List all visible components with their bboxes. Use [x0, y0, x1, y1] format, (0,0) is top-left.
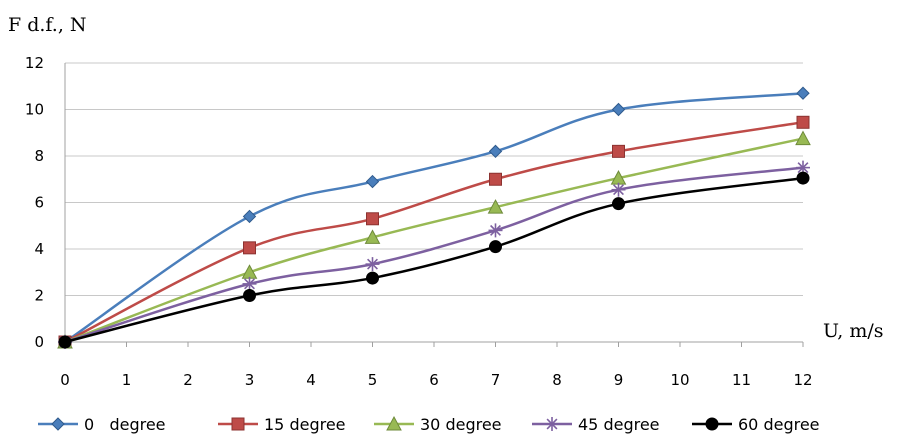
y-tick-label: 0: [34, 333, 44, 351]
data-point: [366, 271, 379, 285]
legend-label: 60 degree: [738, 415, 820, 434]
series-group: [57, 86, 811, 349]
data-point: [488, 144, 503, 159]
x-tick-label: 12: [793, 371, 812, 389]
data-point: [488, 223, 503, 238]
data-point: [242, 209, 257, 224]
x-tick-label: 0: [60, 371, 70, 389]
x-tick-label: 4: [306, 371, 316, 389]
series-0-degree: [58, 86, 810, 349]
legend-item: 60 degree: [692, 415, 820, 434]
series-45-degree: [58, 160, 810, 349]
data-point: [611, 102, 626, 117]
data-point: [612, 144, 625, 158]
legend-label: 45 degree: [578, 415, 660, 434]
legend-label: 30 degree: [420, 415, 502, 434]
data-point: [365, 257, 380, 272]
legend-marker: [386, 415, 402, 431]
series-line: [64, 166, 804, 344]
data-point: [611, 182, 626, 197]
data-point: [242, 276, 257, 291]
legend-marker: [545, 417, 559, 431]
x-axis-title: U, m/s: [823, 320, 884, 342]
data-point: [795, 130, 811, 146]
data-point: [489, 172, 502, 186]
y-tick-label: 4: [34, 240, 44, 258]
data-point: [366, 212, 379, 226]
legend: 0 degree 15 degree 30 degree 45 degree 60 de…: [38, 415, 820, 434]
x-tick-label: 10: [670, 371, 689, 389]
legend-item: 30 degree: [374, 415, 502, 434]
x-tick-label: 7: [491, 371, 501, 389]
legend-item: 15 degree: [218, 415, 346, 434]
legend-marker: [231, 417, 245, 431]
legend-item: 0 degree: [38, 415, 166, 434]
legend-item: 45 degree: [532, 415, 660, 434]
legend-marker: [51, 417, 65, 431]
x-tick-label: 6: [429, 371, 439, 389]
x-tick-label: 3: [245, 371, 255, 389]
series-line: [64, 91, 804, 344]
series-line: [64, 176, 804, 344]
legend-marker: [705, 417, 719, 431]
data-point: [489, 240, 502, 254]
data-point: [612, 197, 625, 211]
x-tick-label: 1: [122, 371, 132, 389]
series-line: [64, 121, 804, 344]
y-axis-title: F d.f., N: [8, 14, 87, 36]
series-60-degree: [58, 171, 810, 349]
y-tick-label: 2: [34, 287, 44, 305]
y-tick-label: 12: [25, 54, 44, 72]
legend-label: 15 degree: [264, 415, 346, 434]
series-line: [64, 137, 804, 344]
data-point: [487, 199, 504, 214]
data-point: [243, 241, 256, 255]
x-tick-label: 2: [183, 371, 193, 389]
gridlines: [65, 62, 803, 296]
y-tick-label: 6: [34, 194, 44, 212]
data-point: [243, 289, 256, 302]
x-tick-label: 5: [368, 371, 378, 389]
y-tick-label: 8: [34, 147, 44, 165]
data-point: [364, 229, 381, 244]
x-tick-label: 8: [552, 371, 562, 389]
x-tick-label: 9: [614, 371, 624, 389]
data-point: [796, 115, 810, 129]
data-point: [796, 171, 810, 185]
data-point: [58, 335, 72, 349]
x-tick-label: 11: [732, 371, 751, 389]
data-point: [365, 174, 380, 189]
legend-label: 0 degree: [84, 415, 166, 434]
y-tick-label: 10: [25, 101, 44, 119]
data-point: [796, 86, 810, 100]
